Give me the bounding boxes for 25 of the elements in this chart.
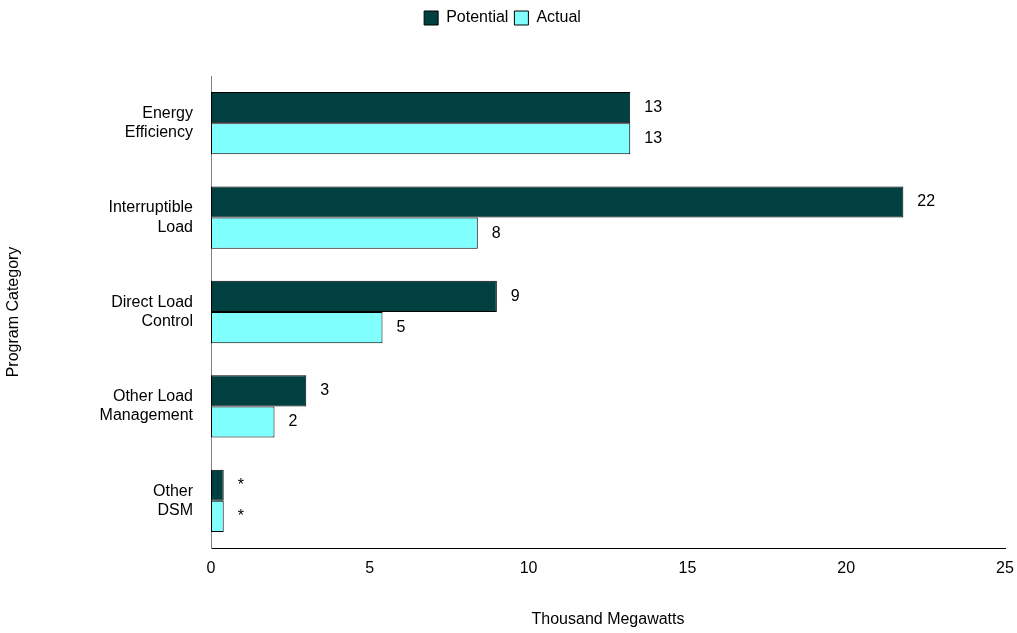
data-label: 9: [510, 286, 520, 304]
y-tick-label: Other DSM: [152, 481, 194, 518]
x-tick-label: 10: [519, 559, 538, 577]
y-tick-label: Interruptible Load: [108, 198, 194, 235]
x-axis-title: Thousand Megawatts: [531, 609, 685, 627]
data-label: 5: [396, 317, 406, 335]
legend-label: Potential: [446, 8, 509, 26]
legend-label: Actual: [536, 8, 581, 26]
x-tick-label: 5: [365, 559, 375, 577]
y-axis-title: Program Category: [4, 246, 22, 378]
data-label: 2: [288, 412, 298, 430]
data-label: *: [237, 506, 244, 524]
data-label: 8: [491, 223, 501, 241]
data-label: 13: [644, 129, 663, 147]
data-label: 13: [644, 98, 663, 116]
x-tick-label: 0: [206, 559, 216, 577]
x-tick-label: 25: [996, 559, 1014, 577]
y-tick-label: Direct Load Control: [111, 292, 193, 330]
data-label: 3: [320, 381, 330, 399]
x-tick-label: 20: [837, 559, 856, 577]
data-label: *: [237, 475, 244, 493]
y-tick-label: Energy Efficiency: [124, 104, 193, 141]
x-tick-label: 15: [678, 559, 697, 577]
y-tick-label: Other Load Management: [99, 387, 194, 424]
data-label: 22: [917, 192, 936, 210]
